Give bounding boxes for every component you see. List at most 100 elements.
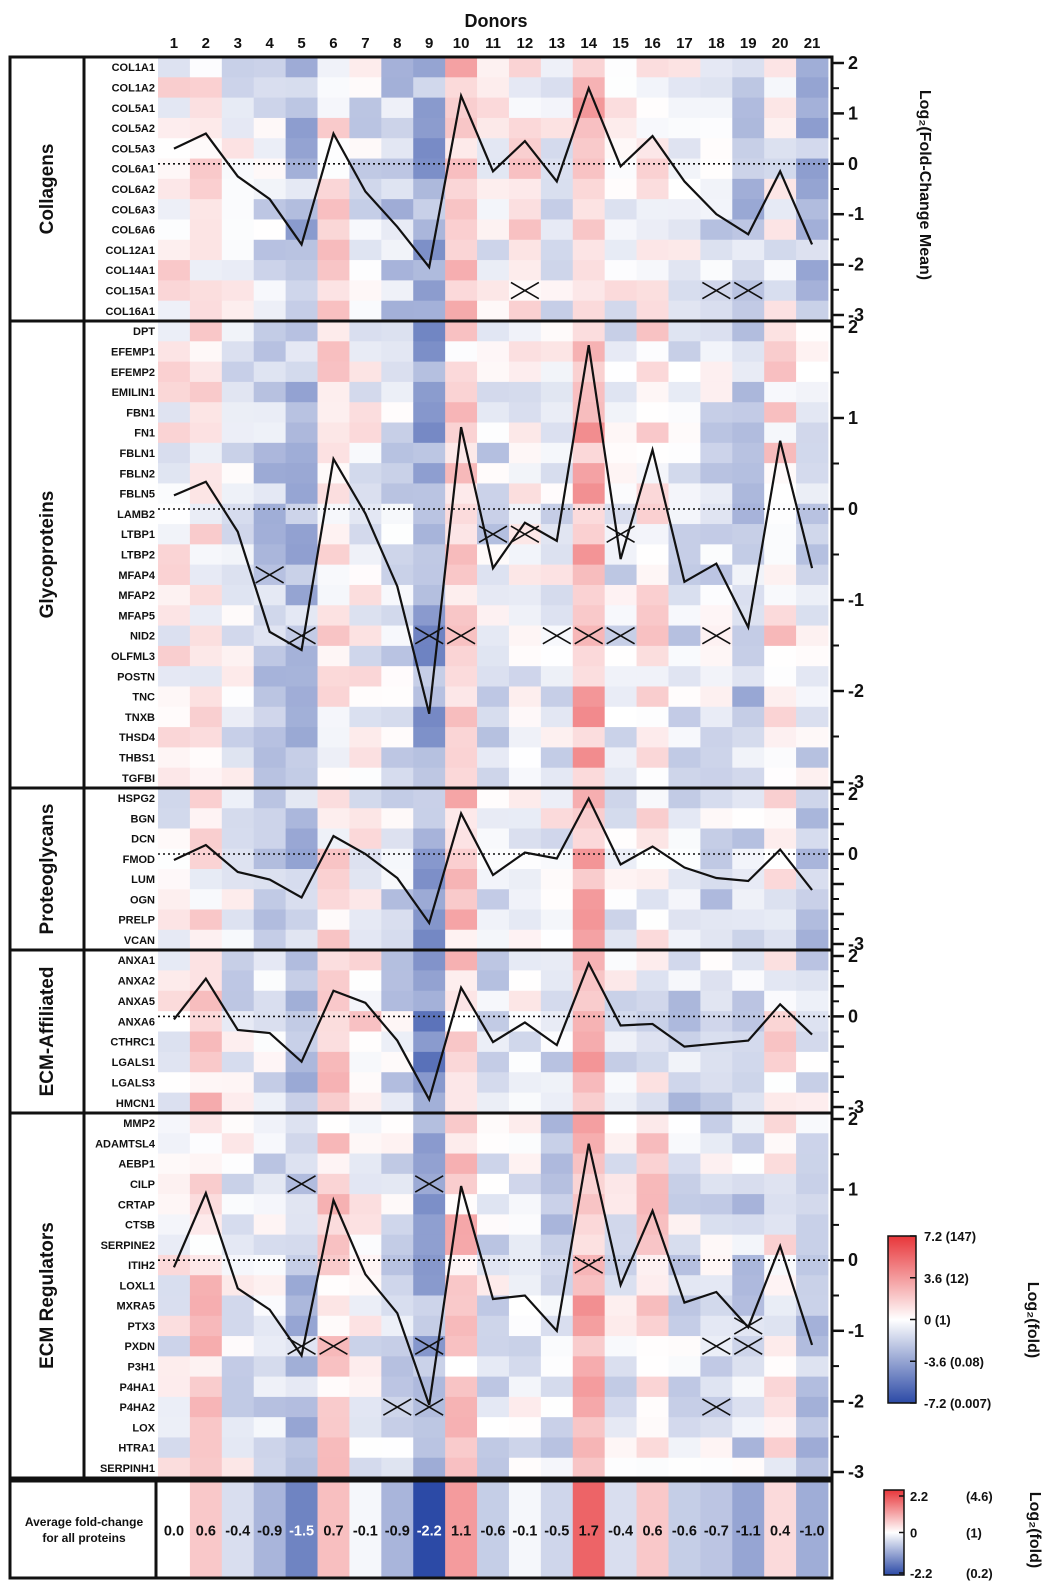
heat-cell: [764, 341, 797, 363]
heat-cell: [221, 219, 255, 241]
heat-cell: [796, 138, 829, 159]
heat-cell: [604, 57, 637, 78]
heat-cell: [285, 1092, 318, 1114]
heat-cell: [253, 1072, 287, 1094]
heat-cell: [540, 1457, 574, 1479]
heat-cell: [764, 1376, 797, 1398]
heat-cell: [477, 767, 510, 789]
heat-cell: [796, 158, 829, 180]
protein-label: HSPG2: [118, 793, 155, 805]
heat-cell: [700, 1254, 733, 1276]
heat-cell: [349, 442, 382, 464]
missing-value-cross: [733, 1337, 763, 1356]
heat-cell: [636, 889, 669, 910]
heat-cell: [413, 57, 446, 78]
heat-cell: [604, 178, 637, 200]
heat-cell: [445, 706, 478, 728]
heat-cell: [189, 97, 223, 119]
heat-cell: [572, 1295, 606, 1317]
heat-cell: [285, 422, 318, 444]
heat-cell: [381, 1295, 414, 1317]
heat-cell: [572, 706, 606, 728]
heat-cell: [636, 1315, 669, 1337]
heat-cell: [636, 1194, 669, 1215]
heat-cell: [636, 321, 669, 342]
heat-cell: [604, 117, 637, 139]
heat-cell: [381, 239, 414, 261]
heat-cell: [700, 138, 733, 159]
heat-cell: [221, 1051, 255, 1073]
heat-cell: [317, 1376, 350, 1398]
heat-cell: [477, 544, 510, 566]
heat-cell: [540, 300, 574, 322]
heat-cell: [189, 1051, 223, 1073]
tick-label: 0: [848, 499, 858, 519]
heat-cell: [636, 808, 669, 829]
heat-cell: [413, 605, 446, 626]
heat-cell: [477, 300, 510, 322]
heat-cell: [700, 422, 733, 444]
heat-cell: [158, 1214, 191, 1236]
heat-cell: [572, 158, 606, 180]
heat-cell: [764, 1133, 797, 1154]
heat-cell: [189, 1072, 223, 1094]
heat-cell: [508, 361, 542, 383]
heat-cell: [253, 381, 287, 403]
heat-cell: [285, 848, 318, 870]
heat-cell: [221, 117, 255, 139]
heat-cell: [508, 645, 542, 667]
heat-cell: [317, 1153, 350, 1175]
heat-cell: [253, 929, 287, 951]
missing-value-cross: [446, 626, 476, 645]
heat-cell: [540, 422, 574, 444]
heat-cell: [285, 280, 318, 302]
heat-cell: [253, 1031, 287, 1053]
heat-cell: [636, 260, 669, 281]
heat-cell: [445, 950, 478, 971]
heat-cell: [508, 402, 542, 423]
heat-cell: [445, 219, 478, 241]
heat-cell: [732, 808, 765, 829]
heat-cell: [381, 584, 414, 606]
heat-cell: [636, 1396, 669, 1418]
protein-label: PXDN: [124, 1341, 155, 1353]
heat-cell: [540, 1194, 574, 1215]
heat-cell: [253, 280, 287, 302]
heat-cell: [668, 1173, 701, 1195]
heat-cell: [508, 1295, 542, 1317]
heat-cell: [445, 1396, 478, 1418]
heat-cell: [636, 199, 669, 220]
heat-cell: [764, 361, 797, 383]
heat-cell: [636, 1254, 669, 1276]
heat-cell: [413, 564, 446, 586]
heat-cell: [764, 828, 797, 850]
average-value: 0.0: [164, 1524, 184, 1540]
heat-cell: [253, 77, 287, 99]
heat-cell: [477, 929, 510, 951]
heat-cell: [253, 1133, 287, 1154]
heat-cell: [764, 280, 797, 302]
average-value: -0.6: [481, 1524, 506, 1540]
heat-cell: [158, 158, 191, 180]
mean-fold-change-line: [173, 85, 814, 270]
heat-cell: [540, 1092, 574, 1114]
protein-label: CTHRC1: [110, 1037, 155, 1049]
heat-cell: [221, 584, 255, 606]
missing-value-cross: [287, 1175, 316, 1193]
heat-cell: [764, 706, 797, 728]
heat-cell: [445, 321, 478, 342]
heat-cell: [732, 361, 765, 383]
heat-cell: [221, 381, 255, 403]
heat-cell: [349, 219, 382, 241]
protein-label: LGALS3: [112, 1077, 155, 1089]
heat-cell: [540, 1275, 574, 1296]
protein-label: CTSB: [125, 1220, 155, 1232]
heat-cell: [796, 381, 829, 403]
heat-cell: [413, 341, 446, 363]
heat-cell: [508, 909, 542, 931]
heat-cell: [508, 1336, 542, 1357]
heat-cell: [700, 503, 733, 525]
heat-cell: [445, 727, 478, 748]
heat-cell: [540, 1113, 574, 1134]
heat-cell: [604, 584, 637, 606]
